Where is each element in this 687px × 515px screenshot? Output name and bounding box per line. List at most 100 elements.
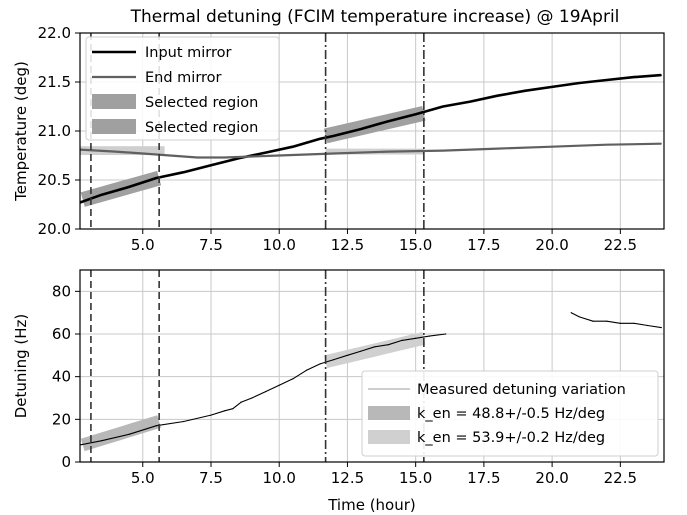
panel2-series-1-point bbox=[292, 378, 294, 380]
panel1-xtick-label: 22.5 bbox=[604, 236, 637, 254]
panel2-series-2-point bbox=[592, 320, 594, 322]
panel1-series-1-point bbox=[633, 76, 635, 78]
panel2-series-2-point bbox=[578, 316, 581, 318]
panel2-ytick-label: 80 bbox=[52, 282, 71, 300]
panel1-xtick-label: 10.0 bbox=[263, 236, 296, 254]
panel2-series-2-point bbox=[633, 322, 635, 324]
panel2-series-2-point bbox=[647, 324, 649, 327]
panel2-series-1-point bbox=[319, 363, 321, 365]
panel1-series-1-point bbox=[319, 138, 321, 140]
panel2-ytick-label: 20 bbox=[52, 410, 71, 428]
panel1-xtick-label: 17.5 bbox=[467, 236, 500, 254]
panel1-series-2-point bbox=[114, 150, 117, 153]
panel1-series-2-point bbox=[142, 152, 144, 155]
panel2-series-line-1 bbox=[80, 333, 446, 446]
panel2-series-1-point bbox=[155, 425, 158, 427]
panel1-ytick-label: 21.0 bbox=[38, 122, 71, 140]
panel1-series-1-point bbox=[333, 135, 335, 137]
panel2-xlabel: Time (hour) bbox=[327, 496, 416, 514]
panel2-xtick-label: 15.0 bbox=[399, 469, 432, 487]
panel1-series-2-point bbox=[660, 143, 662, 145]
panel1-series-2-point bbox=[224, 156, 226, 159]
panel2-series-1-point bbox=[360, 350, 362, 352]
panel2-series-1-point bbox=[278, 384, 280, 386]
panel1-ytick-label: 21.5 bbox=[38, 73, 71, 91]
panel1-series-2-point bbox=[387, 150, 389, 153]
panel2-legend-label-2: k_en = 48.8+/-0.5 Hz/deg bbox=[417, 406, 605, 422]
panel1-series-1-point bbox=[210, 164, 212, 166]
panel1-series-2-point bbox=[278, 154, 280, 157]
panel2-series-1-point bbox=[387, 344, 389, 346]
panel1-series-1-point bbox=[660, 74, 662, 76]
panel1-xtick-label: 12.5 bbox=[331, 236, 364, 254]
panel1-series-1-point bbox=[183, 171, 185, 173]
panel1-series-1-point bbox=[469, 101, 471, 103]
panel1-legend-label-1: Input mirror bbox=[145, 45, 232, 61]
panel1-series-1-point bbox=[415, 113, 417, 115]
panel2-legend-handle-2 bbox=[368, 406, 410, 420]
panel2-ytick-label: 40 bbox=[52, 368, 71, 386]
panel2-ylabel: Detuning (Hz) bbox=[12, 314, 30, 419]
panel2-series-1-point bbox=[232, 408, 234, 410]
panel1-legend-label-4: Selected region bbox=[145, 120, 258, 136]
panel1-series-1-point bbox=[128, 186, 130, 188]
panel1-series-1-point bbox=[606, 79, 608, 81]
panel2-xtick-label: 12.5 bbox=[331, 469, 364, 487]
panel1-series-2-point bbox=[606, 144, 608, 146]
panel1-series-1-point bbox=[101, 194, 103, 196]
panel1-xtick-label: 5.0 bbox=[131, 236, 155, 254]
panel2-legend-handle-3 bbox=[368, 430, 410, 444]
panel1-title: Thermal detuning (FCIM temperature incre… bbox=[130, 7, 620, 27]
panel2-xtick-label: 7.5 bbox=[199, 469, 223, 487]
panel2-ytick-label: 0 bbox=[61, 453, 71, 471]
panel1-series-2-point bbox=[496, 148, 499, 150]
panel1-ylabel: Temperature (deg) bbox=[12, 61, 30, 202]
panel2-series-1-point bbox=[305, 369, 308, 371]
panel1-series-line-2 bbox=[80, 142, 662, 159]
panel1-end-mirror-band bbox=[80, 146, 165, 156]
panel1-series-1-point bbox=[578, 82, 581, 84]
panel1-series-1-point bbox=[551, 86, 553, 88]
panel2-series-1-point bbox=[101, 440, 103, 442]
panel1-plot-area bbox=[80, 73, 662, 207]
panel1-series-1-point bbox=[524, 90, 526, 92]
panel2-legend-label-1: Measured detuning variation bbox=[417, 382, 626, 398]
panel1-series-2-point bbox=[305, 153, 308, 156]
panel1-legend-handle-4 bbox=[92, 119, 136, 134]
panel2-axes-frame bbox=[79, 269, 665, 463]
panel2-series-1-point bbox=[401, 339, 403, 341]
panel1-xtick-label: 7.5 bbox=[199, 236, 223, 254]
panel2-series-2-point bbox=[619, 322, 621, 324]
panel1-series-1-point bbox=[264, 151, 267, 154]
panel1-series-2-point bbox=[196, 156, 198, 159]
panel2-series-1-point bbox=[224, 410, 226, 412]
panel2-fit-band-2 bbox=[324, 331, 426, 369]
panel2-legend-label-3: k_en = 53.9+/-0.2 Hz/deg bbox=[417, 430, 605, 446]
panel1-series-1-point bbox=[442, 105, 444, 108]
panel2-xtick-label: 10.0 bbox=[263, 469, 296, 487]
panel1-ytick-label: 22.0 bbox=[38, 24, 71, 42]
panel2-series-1-point bbox=[240, 401, 242, 403]
panel2-series-1-point bbox=[264, 391, 267, 393]
panel2-fit-band-1 bbox=[80, 415, 162, 452]
panel1-series-2-point bbox=[551, 146, 553, 148]
panel2-series-1-point bbox=[415, 337, 417, 339]
panel2-xtick-label: 22.5 bbox=[604, 469, 637, 487]
panel2-plot-area bbox=[80, 312, 662, 452]
panel1-ytick-label: 20.0 bbox=[38, 220, 71, 238]
panel2-series-1-point bbox=[183, 420, 185, 423]
panel2-series-1-point bbox=[210, 414, 212, 416]
panel1-series-1-point bbox=[155, 177, 158, 179]
panel2-series-line-2 bbox=[570, 312, 662, 329]
panel1-series-2-point bbox=[251, 155, 253, 158]
panel2-ytick-label: 60 bbox=[52, 325, 71, 343]
panel1-legend-label-3: Selected region bbox=[145, 95, 258, 111]
panel1-series-1-point bbox=[292, 146, 294, 148]
panel1-legend-handle-3 bbox=[92, 94, 136, 109]
panel1-ytick-label: 20.5 bbox=[38, 171, 71, 189]
panel1-xtick-label: 15.0 bbox=[399, 236, 432, 254]
panel1-series-1-point bbox=[360, 128, 362, 130]
panel1-xtick-label: 20.0 bbox=[535, 236, 568, 254]
